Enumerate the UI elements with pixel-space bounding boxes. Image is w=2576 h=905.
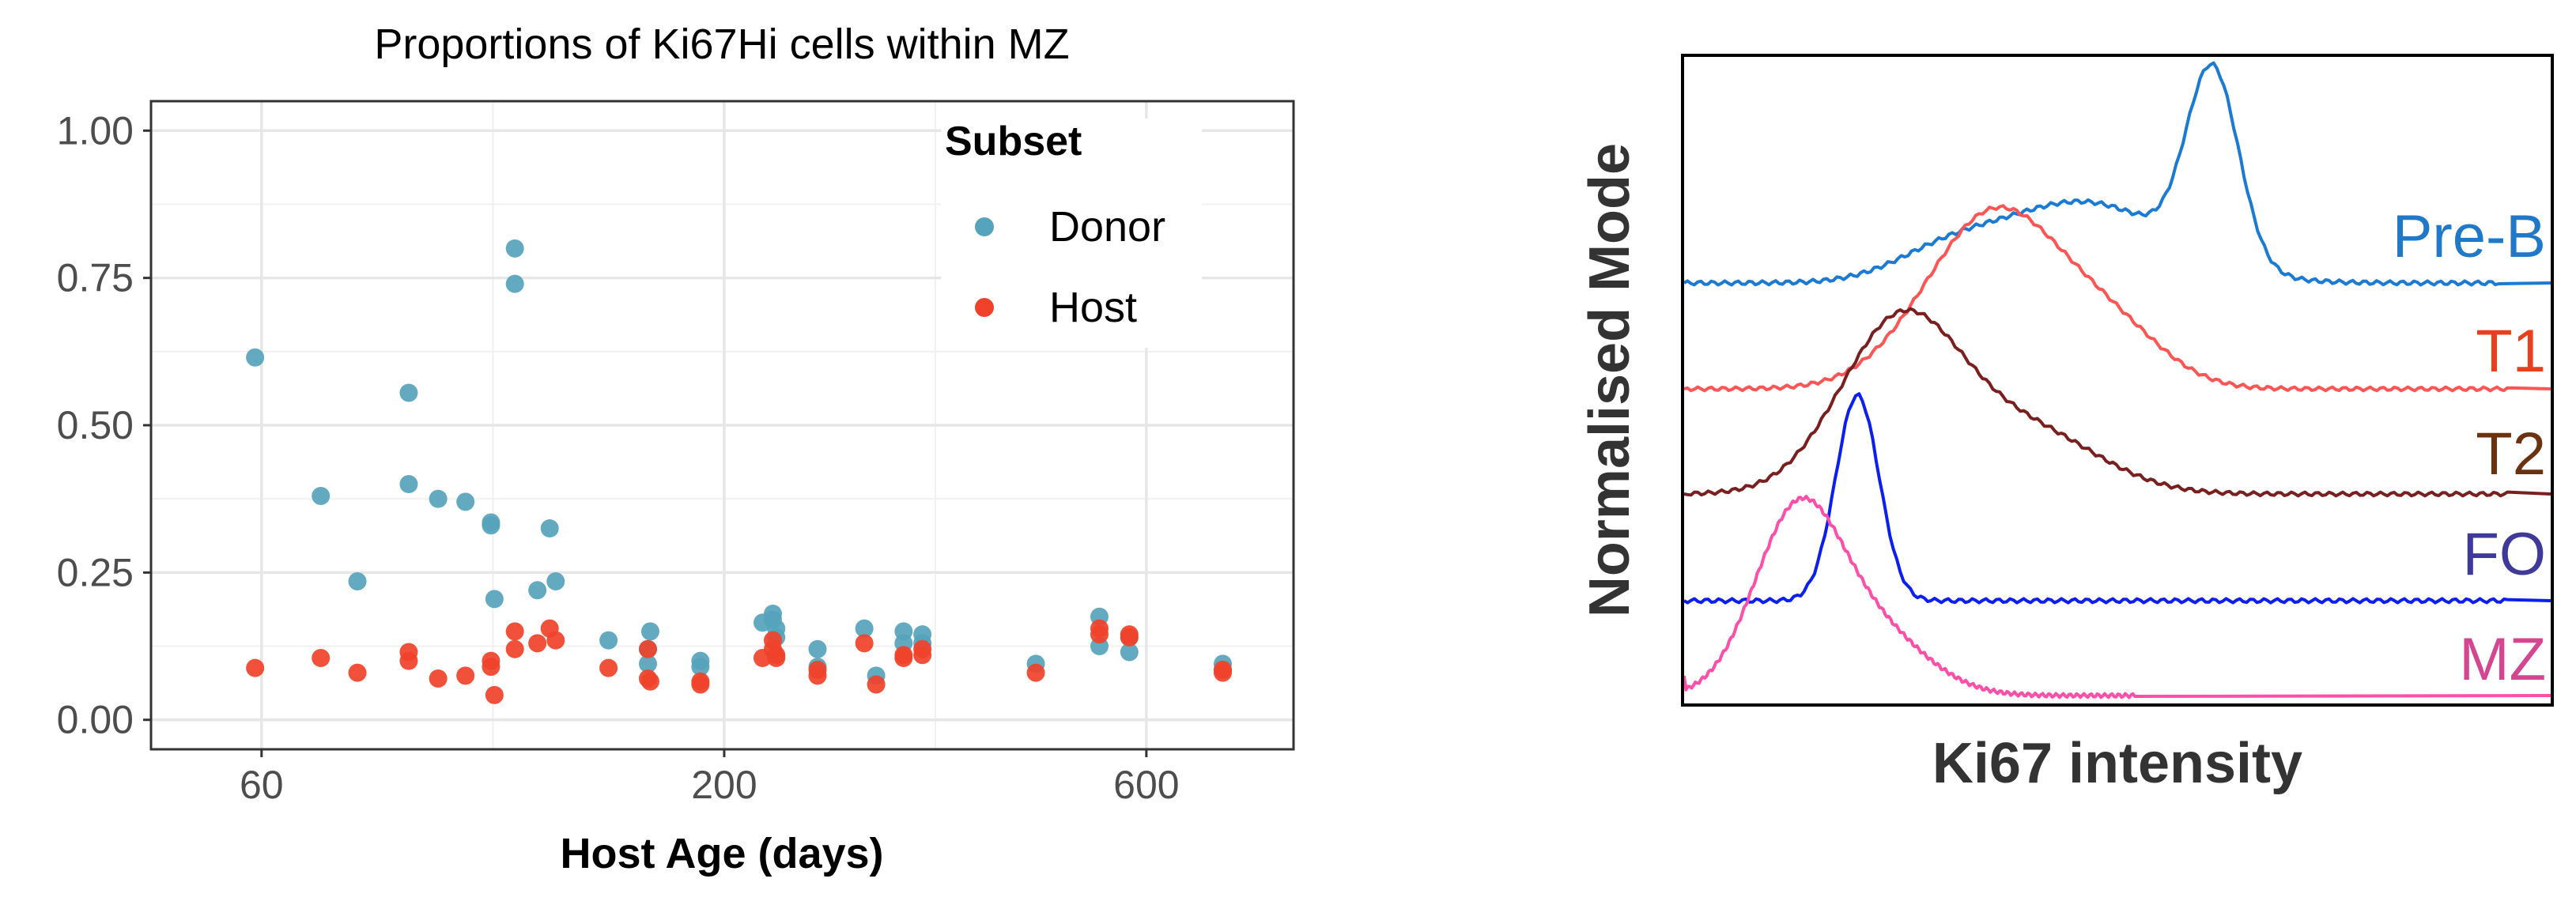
histogram-labels: Pre-B T1 T2 FO MZ <box>2393 203 2546 693</box>
donor-point <box>399 475 418 494</box>
x-axis-ticks: 60 200 600 <box>240 749 1180 807</box>
host-point <box>1090 625 1109 644</box>
donor-point <box>429 489 448 508</box>
histogram-frame <box>1681 54 2554 707</box>
host-point <box>767 646 786 665</box>
host-point <box>348 663 367 682</box>
host-point <box>599 658 618 677</box>
host-point <box>246 658 265 677</box>
donor-point <box>546 572 565 591</box>
host-point <box>855 634 874 653</box>
host-point <box>691 675 710 694</box>
donor-point <box>505 274 524 293</box>
donor-point <box>399 383 418 402</box>
donor-point <box>691 658 710 677</box>
y-axis-ticks: 0.00 0.25 0.50 0.75 1.00 <box>57 108 151 742</box>
host-point <box>640 672 659 691</box>
legend: Subset Donor Host <box>941 119 1202 348</box>
donor-point <box>640 622 659 641</box>
host-point <box>867 675 886 694</box>
host-point <box>399 651 418 670</box>
scatter-title: Proportions of Ki67Hi cells within MZ <box>374 21 1069 68</box>
y-tick-label: 1.00 <box>57 108 134 153</box>
histogram-curve-mz <box>1683 495 2551 699</box>
x-tick-label: 600 <box>1113 763 1179 807</box>
donor-point <box>1120 643 1139 662</box>
donor-point <box>348 572 367 591</box>
host-point <box>913 639 932 658</box>
donor-point <box>540 518 559 537</box>
host-point <box>528 634 547 653</box>
donor-point <box>482 516 500 535</box>
host-point <box>505 622 524 641</box>
scatter-points <box>246 239 1233 704</box>
donor-point <box>456 492 475 511</box>
donor-point <box>246 348 265 367</box>
host-point <box>1026 663 1045 682</box>
y-tick-label: 0.75 <box>57 256 134 300</box>
host-point <box>312 648 330 667</box>
histogram-label-t2: T2 <box>2476 420 2546 488</box>
y-tick-label: 0.25 <box>57 550 134 594</box>
donor-point <box>505 239 524 258</box>
y-tick-label: 0.50 <box>57 403 134 447</box>
host-point <box>546 631 565 650</box>
host-point <box>429 669 448 688</box>
histogram-panel: Pre-B T1 T2 FO MZ Normalised Mode Ki67 inten… <box>1578 54 2554 795</box>
legend-label-host: Host <box>1049 284 1137 331</box>
histogram-curve-t2 <box>1683 307 2551 498</box>
scatter-panel: Proportions of Ki67Hi cells within MZ 0.… <box>57 21 1295 877</box>
host-point <box>1120 628 1139 647</box>
series-host <box>246 619 1233 704</box>
donor-point <box>808 639 827 658</box>
donor-point <box>312 486 330 505</box>
donor-point <box>528 581 547 600</box>
host-point <box>1214 660 1233 679</box>
legend-items: Donor Host <box>975 203 1165 331</box>
host-point <box>485 685 504 704</box>
host-point <box>505 639 524 658</box>
y-tick-label: 0.00 <box>57 698 134 742</box>
host-point <box>482 658 500 677</box>
legend-marker-donor <box>975 217 994 236</box>
histogram-x-axis-title: Ki67 intensity <box>1932 732 2302 795</box>
histogram-curve-t1 <box>1683 204 2551 393</box>
donor-point <box>599 631 618 650</box>
histogram-curve-pre-b <box>1683 61 2551 287</box>
host-point <box>894 648 913 667</box>
histogram-label-pre-b: Pre-B <box>2393 203 2546 270</box>
legend-label-donor: Donor <box>1049 203 1165 251</box>
donor-point <box>638 654 657 673</box>
legend-marker-host <box>975 298 994 317</box>
histogram-label-fo: FO <box>2462 521 2546 588</box>
histogram-curves <box>1683 61 2551 699</box>
histogram-curve-fo <box>1683 392 2551 605</box>
host-point <box>456 666 475 685</box>
x-tick-label: 60 <box>240 763 284 807</box>
x-tick-label: 200 <box>691 763 757 807</box>
histogram-label-t1: T1 <box>2476 318 2546 385</box>
host-point <box>808 666 827 685</box>
legend-title: Subset <box>945 119 1082 164</box>
donor-point <box>855 619 874 638</box>
donor-point <box>485 590 504 609</box>
x-axis-title: Host Age (days) <box>560 830 883 877</box>
histogram-y-axis-title: Normalised Mode <box>1578 143 1641 617</box>
host-point <box>638 639 657 658</box>
histogram-label-mz: MZ <box>2459 626 2546 693</box>
